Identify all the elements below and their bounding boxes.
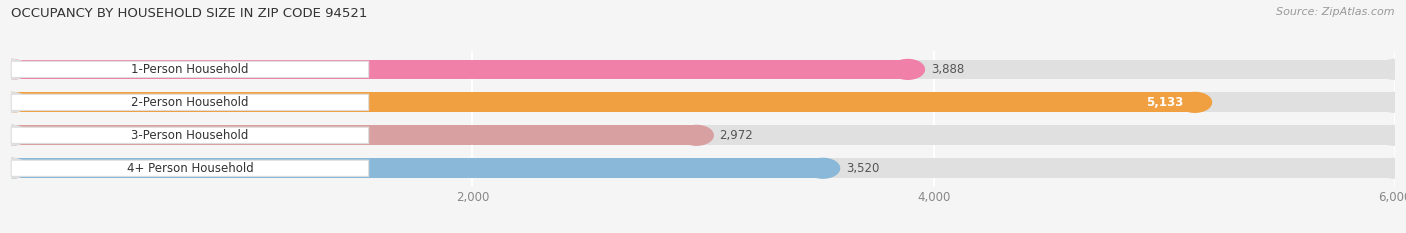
Ellipse shape bbox=[1178, 93, 1212, 112]
Bar bbox=[11, 158, 823, 178]
Ellipse shape bbox=[0, 158, 28, 178]
FancyBboxPatch shape bbox=[11, 61, 368, 78]
Ellipse shape bbox=[0, 59, 28, 79]
Ellipse shape bbox=[0, 59, 28, 79]
Bar bbox=[11, 125, 696, 145]
Ellipse shape bbox=[806, 158, 839, 178]
Ellipse shape bbox=[0, 125, 28, 145]
Ellipse shape bbox=[1378, 158, 1406, 178]
Bar bbox=[11, 125, 1395, 145]
Ellipse shape bbox=[0, 125, 28, 145]
Text: OCCUPANCY BY HOUSEHOLD SIZE IN ZIP CODE 94521: OCCUPANCY BY HOUSEHOLD SIZE IN ZIP CODE … bbox=[11, 7, 367, 20]
Text: 2,972: 2,972 bbox=[720, 129, 754, 142]
Ellipse shape bbox=[1378, 59, 1406, 79]
Bar bbox=[11, 59, 1395, 79]
Ellipse shape bbox=[681, 125, 713, 145]
Bar bbox=[11, 158, 1395, 178]
Bar bbox=[11, 93, 1395, 112]
Text: 2-Person Household: 2-Person Household bbox=[131, 96, 249, 109]
Ellipse shape bbox=[0, 93, 28, 112]
Ellipse shape bbox=[0, 158, 28, 178]
Text: 5,133: 5,133 bbox=[1146, 96, 1184, 109]
Ellipse shape bbox=[0, 59, 28, 79]
FancyBboxPatch shape bbox=[11, 94, 368, 110]
FancyBboxPatch shape bbox=[11, 160, 368, 176]
Text: Source: ZipAtlas.com: Source: ZipAtlas.com bbox=[1277, 7, 1395, 17]
Ellipse shape bbox=[0, 125, 28, 145]
Ellipse shape bbox=[1378, 93, 1406, 112]
Text: 3,520: 3,520 bbox=[846, 162, 879, 175]
Ellipse shape bbox=[0, 93, 28, 112]
Text: 3,888: 3,888 bbox=[931, 63, 965, 76]
FancyBboxPatch shape bbox=[11, 127, 368, 144]
Ellipse shape bbox=[1378, 125, 1406, 145]
Text: 4+ Person Household: 4+ Person Household bbox=[127, 162, 253, 175]
Bar bbox=[11, 93, 1195, 112]
Text: 3-Person Household: 3-Person Household bbox=[131, 129, 249, 142]
Text: 1-Person Household: 1-Person Household bbox=[131, 63, 249, 76]
Ellipse shape bbox=[0, 93, 28, 112]
Ellipse shape bbox=[891, 59, 924, 79]
Bar bbox=[11, 59, 908, 79]
Ellipse shape bbox=[0, 158, 28, 178]
